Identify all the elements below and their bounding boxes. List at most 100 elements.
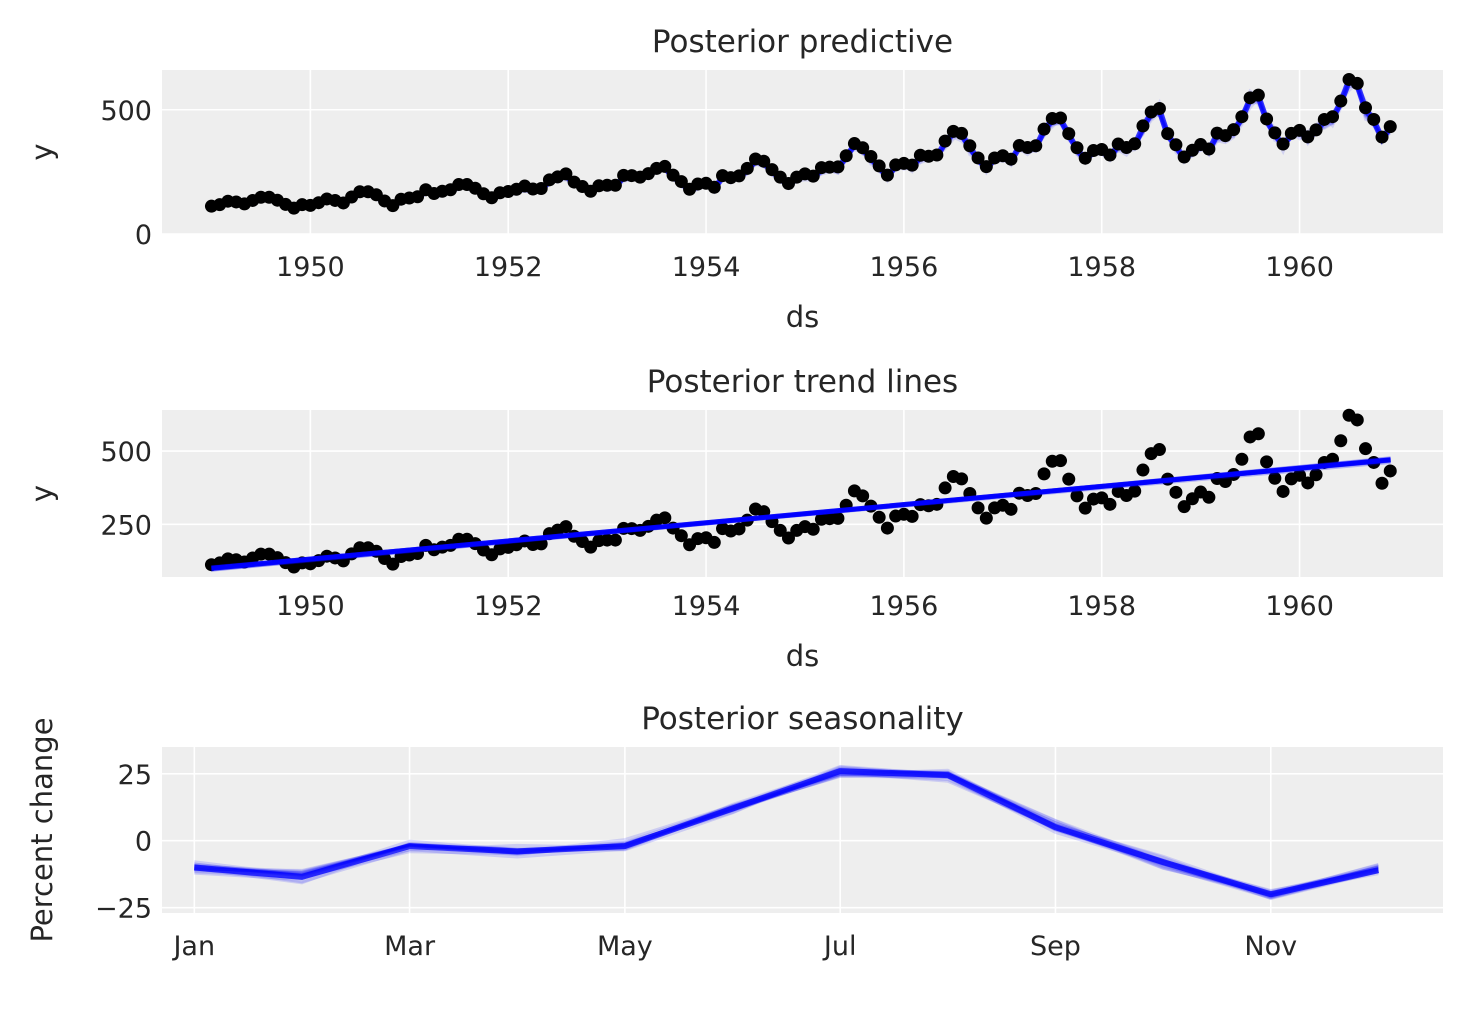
data-point: [880, 168, 894, 182]
panel-2: 1950 1952 1954 1956 1958 1960 250 500 Posterior …: [25, 364, 1443, 673]
data-point: [1152, 443, 1166, 457]
data-point: [1169, 138, 1183, 152]
data-point: [955, 472, 969, 486]
x-tick-label: 1950: [276, 591, 345, 622]
data-point: [1078, 501, 1092, 515]
data-point: [1070, 141, 1084, 155]
data-point: [1350, 413, 1364, 427]
data-point: [773, 523, 787, 537]
y-tick-label: 500: [100, 96, 152, 127]
plot-marks: [204, 72, 1397, 215]
data-point: [839, 149, 853, 163]
trend-mean-line: [211, 457, 1391, 571]
y-tick-label: 0: [135, 827, 152, 858]
plot-area: [162, 70, 1443, 234]
data-point: [1054, 454, 1068, 468]
x-tick-label: 1954: [672, 591, 741, 622]
panel-3: Jan Mar May Jul Sep Nov −25 0 25 Posterior season…: [25, 701, 1443, 962]
data-point: [930, 148, 944, 162]
data-point: [1276, 484, 1290, 498]
data-point: [608, 533, 622, 547]
data-point: [732, 169, 746, 183]
data-point: [386, 557, 400, 571]
data-point: [880, 521, 894, 535]
data-point: [1293, 468, 1307, 482]
data-point: [1169, 485, 1183, 499]
data-point: [1367, 112, 1381, 126]
y-tick-label: 0: [135, 220, 152, 251]
data-point: [1383, 120, 1397, 134]
y-axis-label: y: [25, 143, 59, 160]
data-point: [674, 529, 688, 543]
data-point: [658, 159, 672, 173]
data-point: [1004, 152, 1018, 166]
x-tick-label: Mar: [384, 931, 436, 962]
y-tick-label: −25: [95, 894, 152, 925]
data-point: [979, 160, 993, 174]
chart-title: Posterior predictive: [652, 24, 953, 60]
x-tick-label: 1950: [276, 252, 345, 283]
data-point: [1037, 467, 1051, 481]
x-tick-label: Sep: [1030, 931, 1081, 962]
data-point: [1326, 110, 1340, 124]
data-point: [1078, 151, 1092, 165]
x-tick-label: 1954: [672, 252, 741, 283]
data-point: [1251, 88, 1265, 102]
plot-marks: [204, 408, 1397, 574]
data-point: [806, 169, 820, 183]
data-point: [1103, 497, 1117, 511]
data-point: [1062, 472, 1076, 486]
data-point: [1235, 110, 1249, 124]
seasonality-mean-line: [194, 768, 1380, 898]
data-point: [955, 126, 969, 140]
data-point: [905, 158, 919, 172]
x-tick-label: Nov: [1244, 931, 1297, 962]
y-tick-label: 250: [100, 510, 152, 541]
data-point: [1037, 122, 1051, 136]
data-point: [938, 134, 952, 148]
data-point: [674, 175, 688, 189]
data-point: [707, 180, 721, 194]
data-point: [1309, 468, 1323, 482]
data-point: [658, 511, 672, 525]
data-point: [1260, 455, 1274, 469]
data-point: [856, 141, 870, 155]
x-axis-label: ds: [786, 300, 820, 334]
data-point: [740, 161, 754, 175]
data-point: [1152, 102, 1166, 116]
data-point: [831, 160, 845, 174]
x-tick-label: 1956: [870, 252, 939, 283]
data-point: [732, 522, 746, 536]
x-tick-label: 1952: [474, 252, 543, 283]
data-point: [806, 522, 820, 536]
data-point: [757, 154, 771, 168]
x-tick-label: 1960: [1265, 591, 1334, 622]
data-point: [1375, 476, 1389, 490]
data-point: [1128, 484, 1142, 498]
data-point: [765, 163, 779, 177]
chart-title: Posterior seasonality: [641, 701, 964, 737]
data-point: [1235, 452, 1249, 466]
x-tick-label: 1952: [474, 591, 543, 622]
data-point: [1070, 489, 1084, 503]
data-point: [781, 531, 795, 545]
data-point: [872, 510, 886, 524]
data-point: [559, 520, 573, 534]
data-point: [1375, 130, 1389, 144]
data-point: [1309, 123, 1323, 137]
data-point: [559, 167, 573, 181]
data-point: [1227, 123, 1241, 137]
x-tick-label: Jul: [822, 931, 857, 962]
data-point: [1062, 127, 1076, 141]
data-point: [1251, 427, 1265, 441]
x-axis-label: ds: [786, 639, 820, 673]
x-tick-label: 1958: [1067, 591, 1136, 622]
x-tick-label: 1960: [1265, 252, 1334, 283]
data-point: [856, 489, 870, 503]
data-point: [979, 511, 993, 525]
data-point: [872, 159, 886, 173]
data-point: [831, 511, 845, 525]
data-point: [1161, 127, 1175, 141]
data-point: [1334, 434, 1348, 448]
